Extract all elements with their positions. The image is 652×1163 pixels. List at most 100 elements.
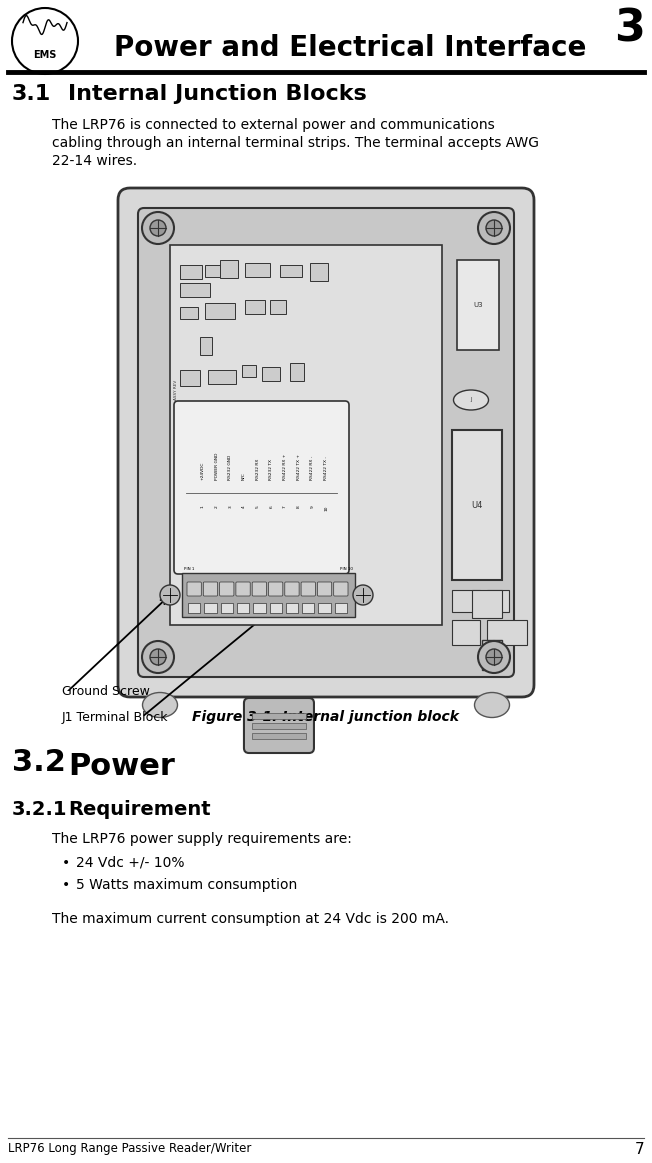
Circle shape <box>478 212 510 244</box>
Text: J1 Terminal Block: J1 Terminal Block <box>62 711 168 725</box>
Bar <box>180 265 202 279</box>
FancyBboxPatch shape <box>269 582 283 595</box>
Text: Ground Screw: Ground Screw <box>62 685 150 698</box>
FancyBboxPatch shape <box>203 582 218 595</box>
Text: Figure 3-1. Internal junction block: Figure 3-1. Internal junction block <box>192 709 460 725</box>
Bar <box>452 620 480 645</box>
Text: POWER GND: POWER GND <box>215 452 218 479</box>
Text: 6: 6 <box>269 506 273 508</box>
Bar <box>452 430 502 580</box>
Bar <box>220 602 233 613</box>
Bar <box>204 602 216 613</box>
Bar <box>270 300 286 314</box>
Text: Power: Power <box>68 752 175 782</box>
Bar <box>188 602 200 613</box>
Text: RS232 TX: RS232 TX <box>269 458 273 479</box>
Bar <box>182 573 355 618</box>
Text: The maximum current consumption at 24 Vdc is 200 mA.: The maximum current consumption at 24 Vd… <box>52 912 449 926</box>
Bar <box>180 307 198 319</box>
Circle shape <box>353 585 373 605</box>
Bar <box>452 590 480 612</box>
Text: +24VDC: +24VDC <box>201 461 205 479</box>
Circle shape <box>142 212 174 244</box>
Bar <box>262 368 280 381</box>
FancyBboxPatch shape <box>174 401 349 575</box>
Text: The LRP76 power supply requirements are:: The LRP76 power supply requirements are: <box>52 832 352 846</box>
Bar <box>487 620 527 645</box>
Text: 4: 4 <box>242 506 246 508</box>
Ellipse shape <box>454 390 488 411</box>
Bar <box>482 640 502 670</box>
FancyBboxPatch shape <box>118 188 534 697</box>
Text: N/C: N/C <box>242 472 246 479</box>
Text: ASSY REV: ASSY REV <box>174 380 178 400</box>
FancyBboxPatch shape <box>236 582 250 595</box>
Text: 5 Watts maximum consumption: 5 Watts maximum consumption <box>76 878 297 892</box>
Text: 7: 7 <box>634 1142 644 1157</box>
Text: RS422 RX -: RS422 RX - <box>310 455 314 479</box>
Text: Internal Junction Blocks: Internal Junction Blocks <box>68 84 366 104</box>
Bar <box>472 590 502 618</box>
Bar <box>280 265 302 277</box>
FancyBboxPatch shape <box>301 582 316 595</box>
FancyBboxPatch shape <box>244 698 314 752</box>
Text: PIN 1: PIN 1 <box>184 568 194 571</box>
Bar <box>180 370 200 386</box>
Text: 3: 3 <box>614 8 645 51</box>
FancyBboxPatch shape <box>187 582 201 595</box>
Ellipse shape <box>143 692 177 718</box>
Text: EMS: EMS <box>33 50 57 60</box>
Text: 10: 10 <box>324 506 328 511</box>
Text: 2: 2 <box>215 506 218 508</box>
Bar <box>170 245 442 625</box>
Bar <box>269 602 282 613</box>
Bar <box>302 602 314 613</box>
FancyBboxPatch shape <box>220 582 234 595</box>
Text: 3.1: 3.1 <box>12 84 52 104</box>
FancyBboxPatch shape <box>318 582 332 595</box>
Circle shape <box>478 641 510 673</box>
Bar <box>252 733 306 739</box>
Bar <box>334 602 347 613</box>
Text: Requirement: Requirement <box>68 800 211 819</box>
Ellipse shape <box>475 692 509 718</box>
Bar <box>208 370 236 384</box>
Bar <box>318 602 331 613</box>
Text: 8: 8 <box>297 506 301 508</box>
Bar <box>290 363 304 381</box>
Text: •: • <box>62 856 70 870</box>
Text: 3.2.1: 3.2.1 <box>12 800 68 819</box>
Text: RS422 TX -: RS422 TX - <box>324 456 328 479</box>
Bar <box>245 300 265 314</box>
Circle shape <box>150 220 166 236</box>
Text: 5: 5 <box>256 506 259 508</box>
Bar <box>310 263 328 281</box>
Text: U3: U3 <box>473 302 483 308</box>
FancyBboxPatch shape <box>138 208 514 677</box>
Text: The LRP76 is connected to external power and communications: The LRP76 is connected to external power… <box>52 117 495 131</box>
Text: 1: 1 <box>201 506 205 508</box>
Bar <box>180 283 210 297</box>
Text: 7: 7 <box>283 506 287 508</box>
Bar <box>237 602 249 613</box>
Bar <box>253 602 265 613</box>
Text: cabling through an internal terminal strips. The terminal accepts AWG: cabling through an internal terminal str… <box>52 136 539 150</box>
Text: U4: U4 <box>471 500 482 509</box>
FancyBboxPatch shape <box>334 582 348 595</box>
Text: •: • <box>62 878 70 892</box>
Text: RS232 GND: RS232 GND <box>228 455 232 479</box>
Text: LRP76 Long Range Passive Reader/Writer: LRP76 Long Range Passive Reader/Writer <box>8 1142 252 1155</box>
Bar <box>200 337 212 355</box>
Bar <box>220 261 238 278</box>
Bar <box>205 304 235 319</box>
Bar <box>245 263 270 277</box>
Bar <box>487 590 509 612</box>
Text: 3: 3 <box>228 506 232 508</box>
Circle shape <box>142 641 174 673</box>
Text: J: J <box>470 398 472 402</box>
Bar <box>457 261 499 350</box>
Circle shape <box>160 585 180 605</box>
Text: Power and Electrical Interface: Power and Electrical Interface <box>114 34 586 62</box>
Circle shape <box>486 649 502 665</box>
FancyBboxPatch shape <box>252 582 267 595</box>
